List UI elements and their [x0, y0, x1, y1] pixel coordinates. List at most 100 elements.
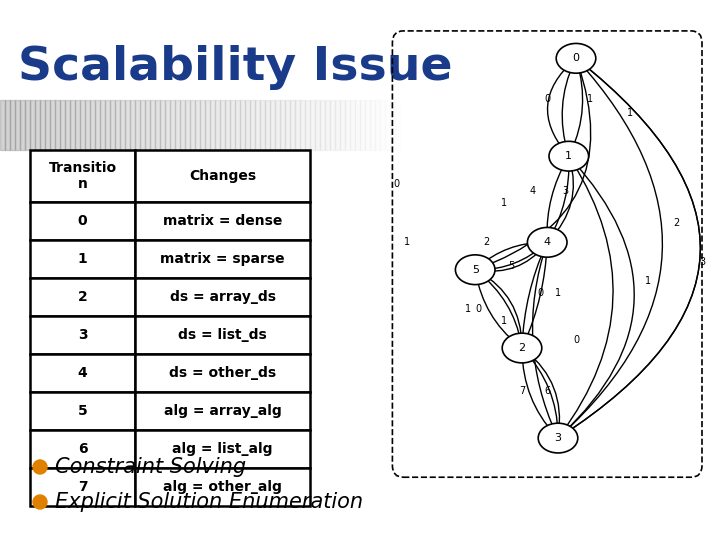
- Bar: [325, 100, 330, 150]
- Ellipse shape: [549, 141, 588, 171]
- Bar: [70, 100, 75, 150]
- Text: 5: 5: [508, 261, 514, 271]
- Bar: [235, 100, 240, 150]
- Text: ds = list_ds: ds = list_ds: [178, 328, 267, 342]
- Text: 4: 4: [544, 237, 551, 247]
- Bar: [135, 278, 310, 316]
- Bar: [5, 100, 10, 150]
- Bar: [60, 100, 65, 150]
- Bar: [135, 354, 310, 392]
- Bar: [30, 354, 135, 392]
- Text: 0: 0: [573, 335, 579, 345]
- Bar: [185, 100, 190, 150]
- Text: 5: 5: [78, 404, 87, 418]
- Bar: [135, 150, 310, 202]
- Ellipse shape: [557, 43, 596, 73]
- Bar: [330, 100, 335, 150]
- Bar: [135, 468, 310, 506]
- Ellipse shape: [503, 333, 541, 363]
- Text: 6: 6: [78, 442, 87, 456]
- Text: Scalability Issue: Scalability Issue: [18, 45, 452, 90]
- Bar: [30, 202, 135, 240]
- Text: 1: 1: [555, 288, 561, 298]
- Text: 3: 3: [78, 328, 87, 342]
- Bar: [295, 100, 300, 150]
- Text: 0: 0: [78, 214, 87, 228]
- Text: 6: 6: [544, 386, 550, 396]
- Bar: [110, 100, 115, 150]
- Bar: [385, 100, 390, 150]
- Bar: [260, 100, 265, 150]
- Bar: [250, 100, 255, 150]
- Text: 4: 4: [78, 366, 87, 380]
- Bar: [180, 100, 185, 150]
- Bar: [35, 100, 40, 150]
- Text: Explicit Solution Enumeration: Explicit Solution Enumeration: [55, 492, 363, 512]
- Bar: [350, 100, 355, 150]
- Bar: [345, 100, 350, 150]
- Text: 1: 1: [565, 151, 572, 161]
- Text: 1: 1: [627, 108, 633, 118]
- Bar: [150, 100, 155, 150]
- Bar: [360, 100, 365, 150]
- Bar: [120, 100, 125, 150]
- Bar: [255, 100, 260, 150]
- Bar: [280, 100, 285, 150]
- Bar: [135, 430, 310, 468]
- Text: 2: 2: [483, 237, 489, 247]
- Bar: [170, 100, 175, 150]
- Bar: [30, 240, 135, 278]
- Text: 7: 7: [519, 386, 525, 396]
- Text: 1: 1: [404, 237, 410, 247]
- Text: Constraint Solving: Constraint Solving: [55, 457, 246, 477]
- Bar: [55, 100, 60, 150]
- Ellipse shape: [528, 227, 567, 257]
- Text: Transitio
n: Transitio n: [48, 161, 117, 191]
- Text: 0: 0: [393, 179, 399, 188]
- Bar: [100, 100, 105, 150]
- Bar: [375, 100, 380, 150]
- Text: alg = array_alg: alg = array_alg: [163, 404, 282, 418]
- Bar: [15, 100, 20, 150]
- Text: ds = array_ds: ds = array_ds: [169, 290, 276, 304]
- Bar: [115, 100, 120, 150]
- Text: 4: 4: [530, 186, 536, 197]
- Bar: [50, 100, 55, 150]
- Text: matrix = sparse: matrix = sparse: [160, 252, 285, 266]
- Bar: [220, 100, 225, 150]
- Circle shape: [33, 460, 47, 474]
- Bar: [175, 100, 180, 150]
- Bar: [135, 100, 140, 150]
- Bar: [45, 100, 50, 150]
- Bar: [30, 150, 135, 202]
- Bar: [80, 100, 85, 150]
- Bar: [0, 100, 5, 150]
- Circle shape: [33, 495, 47, 509]
- Bar: [215, 100, 220, 150]
- Text: 0: 0: [544, 94, 550, 104]
- Bar: [145, 100, 150, 150]
- Bar: [245, 100, 250, 150]
- Ellipse shape: [539, 423, 577, 453]
- Bar: [365, 100, 370, 150]
- Text: 2: 2: [674, 218, 680, 228]
- Ellipse shape: [455, 255, 495, 285]
- Bar: [380, 100, 385, 150]
- Bar: [310, 100, 315, 150]
- Bar: [270, 100, 275, 150]
- Bar: [390, 100, 395, 150]
- Bar: [225, 100, 230, 150]
- Text: Changes: Changes: [189, 169, 256, 183]
- Bar: [370, 100, 375, 150]
- Text: matrix = dense: matrix = dense: [163, 214, 282, 228]
- Text: 0: 0: [476, 304, 482, 314]
- Bar: [335, 100, 340, 150]
- Bar: [190, 100, 195, 150]
- Bar: [95, 100, 100, 150]
- Bar: [285, 100, 290, 150]
- Bar: [230, 100, 235, 150]
- Bar: [65, 100, 70, 150]
- Bar: [160, 100, 165, 150]
- Bar: [290, 100, 295, 150]
- Text: 7: 7: [78, 480, 87, 494]
